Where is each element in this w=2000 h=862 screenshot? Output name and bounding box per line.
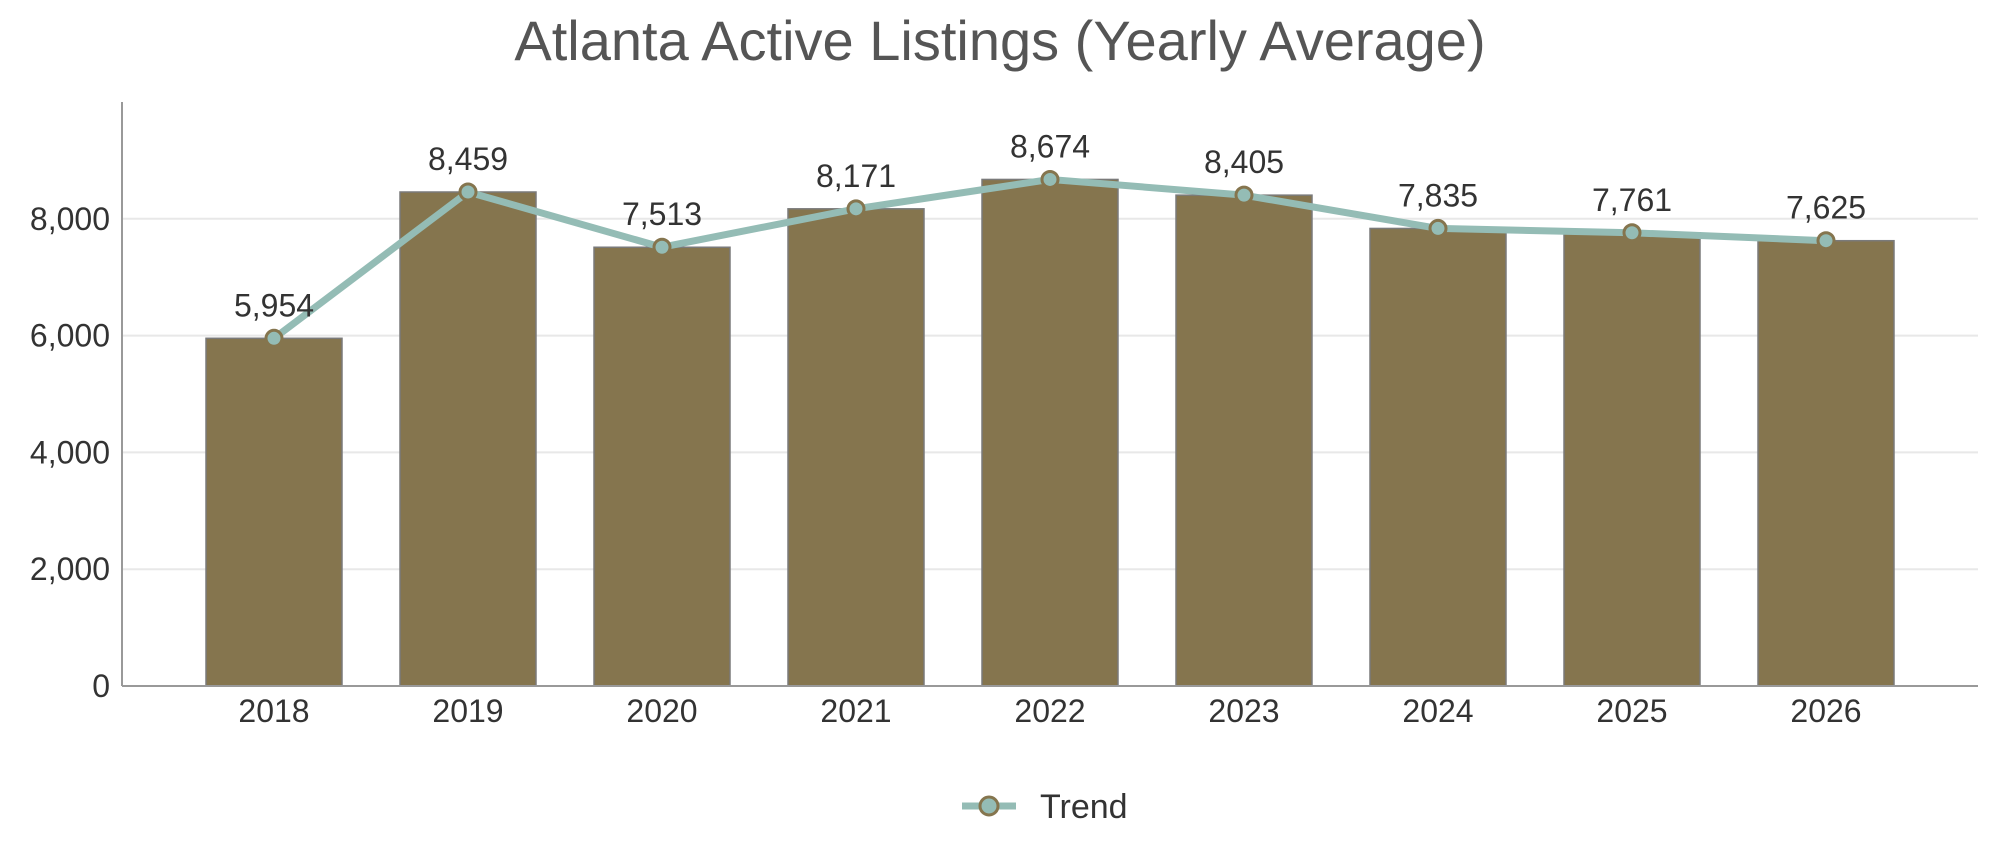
bar bbox=[1175, 194, 1313, 687]
bar bbox=[205, 337, 343, 687]
data-label: 8,171 bbox=[816, 158, 896, 194]
trend-point bbox=[846, 199, 866, 219]
data-label: 8,459 bbox=[428, 141, 508, 177]
x-tick-label: 2025 bbox=[1596, 693, 1667, 729]
x-tick-label: 2024 bbox=[1402, 693, 1473, 729]
data-label: 7,835 bbox=[1398, 177, 1478, 213]
x-tick-label: 2020 bbox=[626, 693, 697, 729]
data-label: 8,674 bbox=[1010, 128, 1090, 164]
bar bbox=[1369, 227, 1507, 687]
trend-point bbox=[1234, 185, 1254, 205]
y-tick-label: 2,000 bbox=[30, 551, 110, 587]
x-tick-label: 2018 bbox=[238, 693, 309, 729]
y-tick-label: 6,000 bbox=[30, 318, 110, 354]
trend-point bbox=[1622, 223, 1642, 243]
x-tick-label: 2026 bbox=[1790, 693, 1861, 729]
chart-title: Atlanta Active Listings (Yearly Average) bbox=[514, 9, 1486, 72]
trend-point bbox=[1816, 231, 1836, 251]
bar bbox=[593, 246, 731, 687]
data-label: 5,954 bbox=[234, 287, 314, 323]
data-label: 8,405 bbox=[1204, 144, 1284, 180]
y-tick-label: 8,000 bbox=[30, 201, 110, 237]
legend-marker-swatch bbox=[978, 795, 1000, 817]
legend-label: Trend bbox=[1040, 788, 1128, 826]
trend-point bbox=[264, 328, 284, 348]
trend-point bbox=[1040, 169, 1060, 189]
bar bbox=[1563, 232, 1701, 687]
x-tick-label: 2023 bbox=[1208, 693, 1279, 729]
x-tick-label: 2019 bbox=[432, 693, 503, 729]
x-tick-label: 2021 bbox=[820, 693, 891, 729]
bar bbox=[981, 178, 1119, 687]
y-tick-label: 0 bbox=[92, 668, 110, 704]
y-tick-label: 4,000 bbox=[30, 434, 110, 470]
trend-point bbox=[652, 237, 672, 257]
bar bbox=[399, 191, 537, 687]
bar bbox=[1757, 239, 1895, 687]
data-label: 7,625 bbox=[1786, 190, 1866, 226]
x-tick-label: 2022 bbox=[1014, 693, 1085, 729]
trend-point bbox=[458, 182, 478, 202]
trend-point bbox=[1428, 218, 1448, 238]
data-label: 7,761 bbox=[1592, 182, 1672, 218]
data-label: 7,513 bbox=[622, 196, 702, 232]
bar bbox=[787, 208, 925, 687]
